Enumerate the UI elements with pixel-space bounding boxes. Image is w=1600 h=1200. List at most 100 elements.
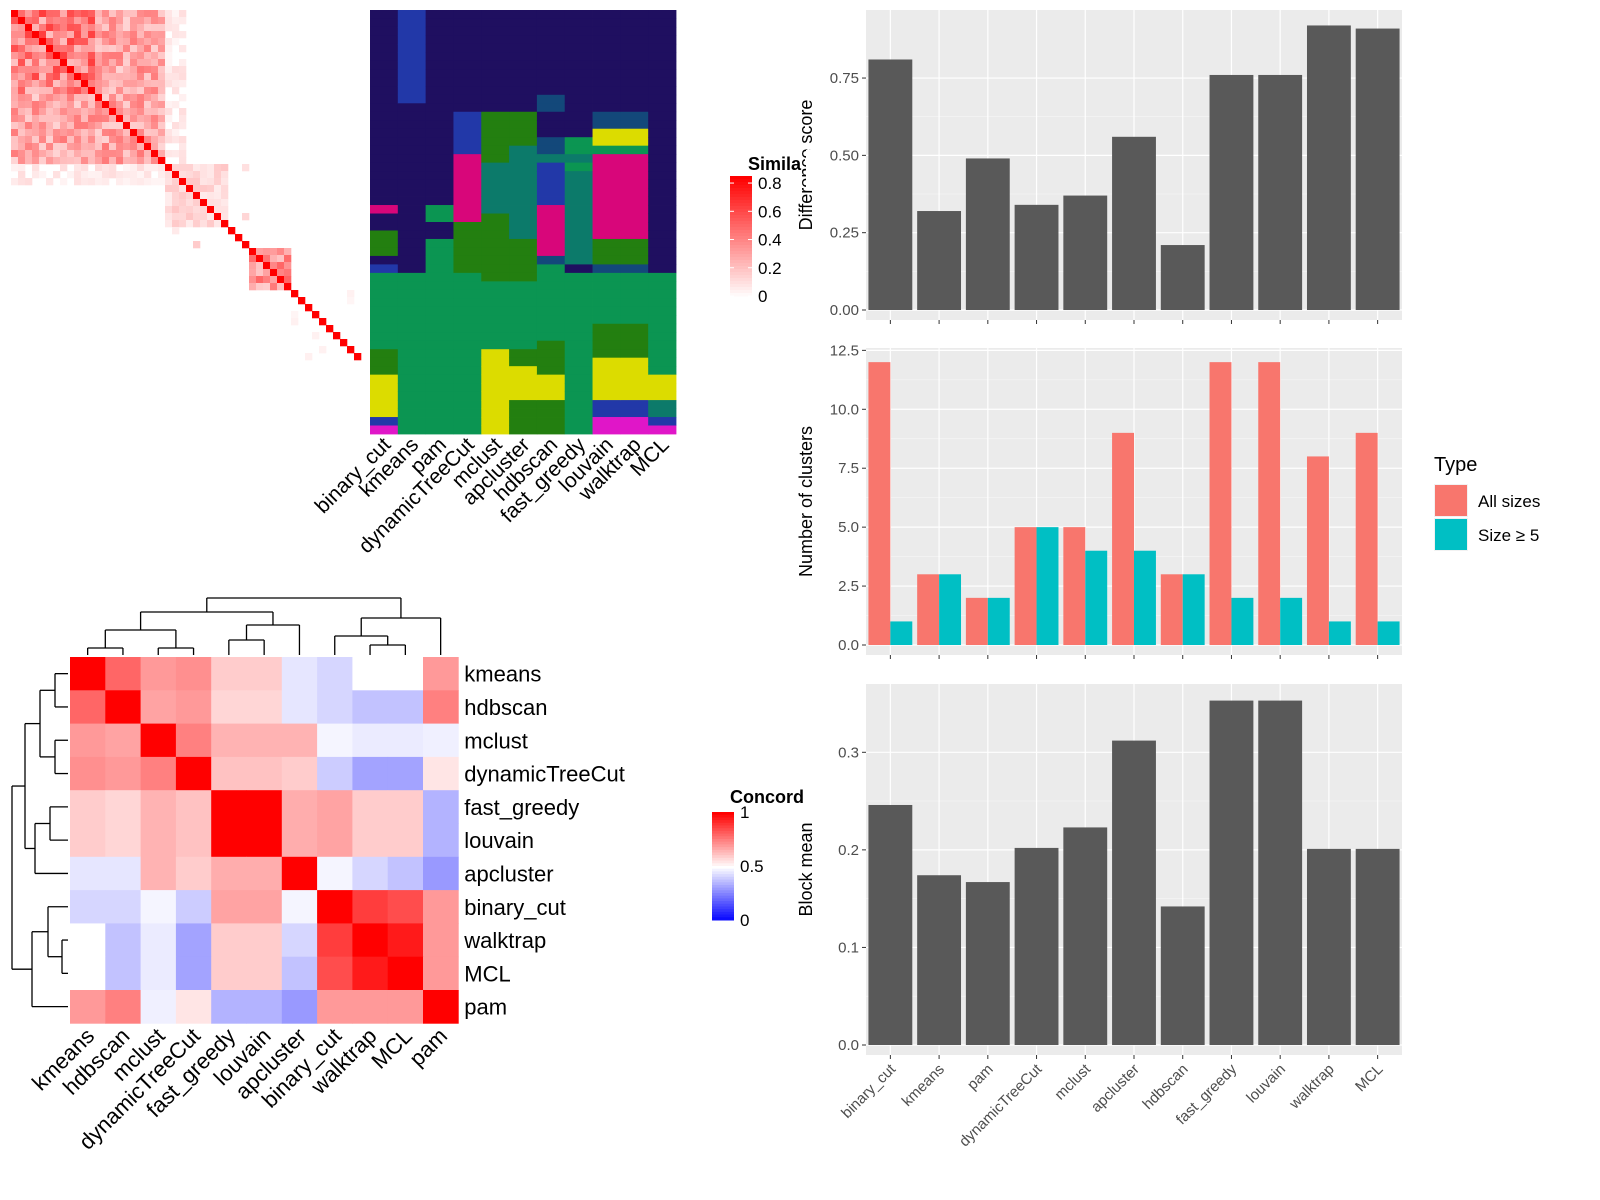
similarity-cell <box>151 31 159 39</box>
assignment-cell <box>648 69 677 79</box>
concordance-cell <box>423 657 459 691</box>
assignment-cell <box>481 205 510 214</box>
similarity-cell <box>130 157 138 165</box>
concordance-cell <box>246 956 283 991</box>
similarity-cell <box>137 38 145 46</box>
similarity-cell <box>39 87 47 95</box>
assignment-cell <box>536 357 566 367</box>
similarity-cell <box>172 38 180 46</box>
assignment-cell <box>425 171 454 180</box>
concordance-cell <box>352 990 389 1024</box>
similarity-cell <box>39 157 47 165</box>
assignment-cell <box>620 77 649 87</box>
similarity-cell <box>130 108 138 116</box>
similarity-cell <box>193 171 201 179</box>
similarity-cell <box>333 332 341 340</box>
similarity-cell <box>53 45 61 53</box>
similarity-cell <box>207 178 215 186</box>
concordance-cell <box>387 890 424 924</box>
similarity-cell <box>151 80 159 88</box>
similarity-cell <box>186 185 194 193</box>
similarity-cell <box>137 136 145 144</box>
similarity-cell <box>158 164 166 172</box>
similarity-cell <box>102 101 110 109</box>
assignment-cell <box>425 357 454 367</box>
similarity-cell <box>67 157 75 165</box>
similarity-cell <box>193 192 201 200</box>
assignment-cell <box>397 120 427 130</box>
similarity-cell <box>11 31 19 39</box>
concordance-cell <box>423 823 459 858</box>
similarity-cell <box>74 108 82 116</box>
bar <box>917 875 962 1045</box>
x-tick-label: kmeans <box>899 1061 948 1110</box>
assignment-cell <box>648 383 677 392</box>
assignment-cell <box>620 52 649 62</box>
similarity-cell <box>18 24 26 32</box>
similarity-cell <box>53 66 61 74</box>
assignment-cell <box>370 69 399 79</box>
assignment-cell <box>509 349 538 359</box>
assignment-cell <box>481 171 510 180</box>
similarity-cell <box>74 59 82 67</box>
similarity-cell <box>81 31 89 39</box>
concordance-cell <box>281 690 318 724</box>
similarity-cell <box>74 66 82 74</box>
assignment-cell <box>620 103 649 113</box>
assignment-cell <box>425 323 454 333</box>
bar-size-ge-5 <box>1231 597 1254 645</box>
similarity-cell <box>172 150 180 158</box>
similarity-legend-gradient <box>730 269 752 273</box>
assignment-cell <box>370 349 399 359</box>
assignment-cell <box>481 10 510 19</box>
similarity-cell <box>200 199 208 207</box>
concordance-cell <box>246 790 283 824</box>
concordance-cell <box>317 856 353 891</box>
assignment-cell <box>620 120 649 130</box>
assignment-cell <box>536 10 566 19</box>
concordance-cell <box>281 756 318 791</box>
similarity-cell <box>165 108 173 116</box>
similarity-cell <box>60 17 68 25</box>
similarity-cell <box>123 52 131 60</box>
similarity-cell <box>39 101 47 109</box>
similarity-cell <box>60 80 68 88</box>
similarity-cell <box>53 115 61 123</box>
assignment-cell <box>536 255 566 265</box>
similarity-cell <box>95 24 103 32</box>
similarity-cell <box>116 157 124 165</box>
similarity-cell <box>95 10 103 18</box>
similarity-cell <box>95 80 103 88</box>
similarity-cell <box>60 45 68 53</box>
similarity-cell <box>60 129 68 137</box>
assignment-cell <box>564 43 593 53</box>
assignment-cell <box>592 86 621 96</box>
similarity-cell <box>165 199 173 207</box>
similarity-legend-tick-label: 0 <box>758 287 767 306</box>
similarity-cell <box>46 59 54 67</box>
assignment-cell <box>592 171 621 180</box>
similarity-cell <box>277 269 285 277</box>
similarity-cell <box>186 192 194 200</box>
concordance-cell <box>105 790 141 824</box>
similarity-cell <box>277 248 285 256</box>
similarity-cell <box>11 164 19 172</box>
similarity-cell <box>39 94 47 102</box>
assignment-cell <box>648 26 677 36</box>
similarity-cell <box>228 227 236 235</box>
assignment-cell <box>592 332 621 342</box>
similarity-legend-gradient <box>730 251 752 255</box>
concordance-row-label: mclust <box>464 728 528 753</box>
similarity-cell <box>214 164 222 172</box>
similarity-cell <box>74 164 82 172</box>
assignment-cell <box>592 408 621 418</box>
assignment-cell <box>425 400 454 409</box>
concordance-cell <box>175 990 212 1024</box>
similarity-cell <box>179 192 187 200</box>
assignment-cell <box>509 188 538 197</box>
concordance-cell <box>211 723 247 758</box>
similarity-cell <box>95 178 103 186</box>
similarity-cell <box>130 129 138 137</box>
assignment-cell <box>453 272 482 282</box>
similarity-cell <box>137 10 145 18</box>
